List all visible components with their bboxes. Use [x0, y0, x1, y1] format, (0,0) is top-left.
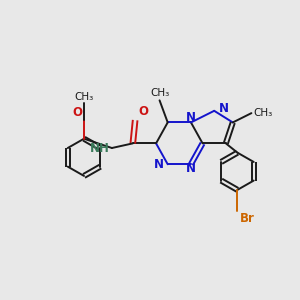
Text: CH₃: CH₃ — [253, 108, 272, 118]
Text: N: N — [186, 162, 196, 176]
Text: CH₃: CH₃ — [150, 88, 169, 98]
Text: CH₃: CH₃ — [74, 92, 94, 101]
Text: O: O — [138, 105, 148, 118]
Text: O: O — [73, 106, 83, 119]
Text: N: N — [219, 102, 229, 115]
Text: NH: NH — [90, 142, 110, 154]
Text: Br: Br — [240, 212, 255, 225]
Text: N: N — [186, 111, 196, 124]
Text: N: N — [154, 158, 164, 171]
